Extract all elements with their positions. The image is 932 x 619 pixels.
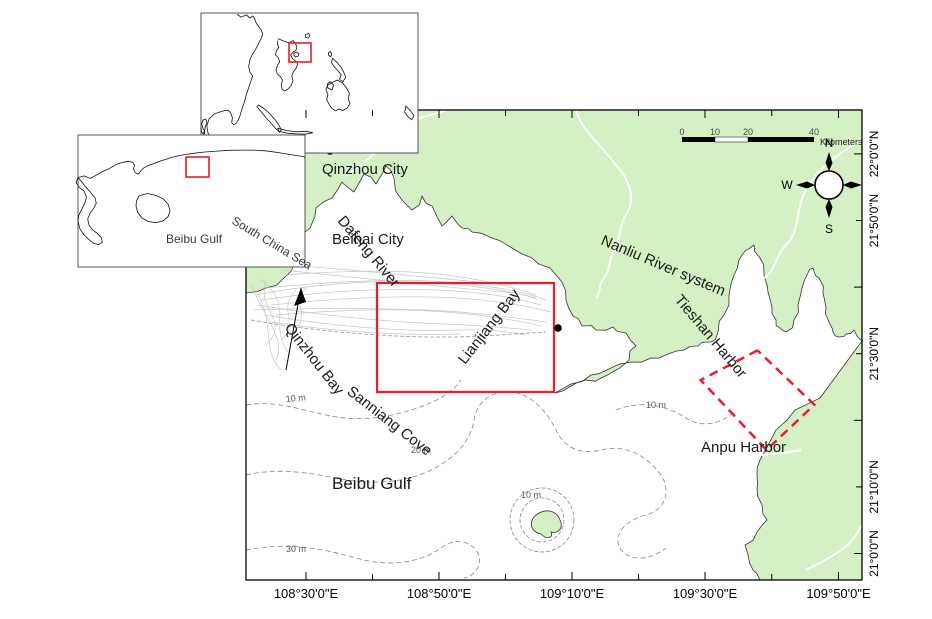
svg-text:E: E [867, 178, 875, 192]
svg-text:21°0'0"N: 21°0'0"N [867, 530, 881, 577]
svg-text:109°30'0"E: 109°30'0"E [673, 586, 738, 601]
svg-text:S: S [825, 222, 833, 236]
svg-text:109°10'0"E: 109°10'0"E [540, 586, 605, 601]
svg-text:Qinzhou City: Qinzhou City [322, 161, 408, 178]
svg-text:W: W [781, 178, 793, 192]
svg-text:22°0'0"N: 22°0'0"N [867, 131, 881, 178]
svg-text:10: 10 [710, 127, 720, 137]
svg-text:108°50'0"E: 108°50'0"E [407, 586, 472, 601]
svg-text:21°50'0"N: 21°50'0"N [867, 194, 881, 247]
svg-text:N: N [825, 136, 834, 150]
svg-text:108°30'0"E: 108°30'0"E [274, 586, 339, 601]
svg-text:10 m: 10 m [646, 400, 666, 410]
svg-text:Beibu Gulf: Beibu Gulf [166, 232, 223, 246]
svg-text:21°30'0"N: 21°30'0"N [867, 327, 881, 380]
svg-text:20: 20 [743, 127, 753, 137]
svg-text:10 m: 10 m [285, 392, 306, 404]
svg-text:21°10'0"N: 21°10'0"N [867, 460, 881, 513]
svg-text:Beibu Gulf: Beibu Gulf [332, 474, 412, 493]
svg-text:0: 0 [679, 127, 684, 137]
svg-text:40: 40 [809, 127, 819, 137]
svg-text:10 m: 10 m [521, 490, 541, 500]
svg-text:109°50'0"E: 109°50'0"E [806, 586, 871, 601]
svg-text:30 m: 30 m [286, 544, 306, 554]
svg-text:Anpu Harbor: Anpu Harbor [701, 439, 786, 456]
